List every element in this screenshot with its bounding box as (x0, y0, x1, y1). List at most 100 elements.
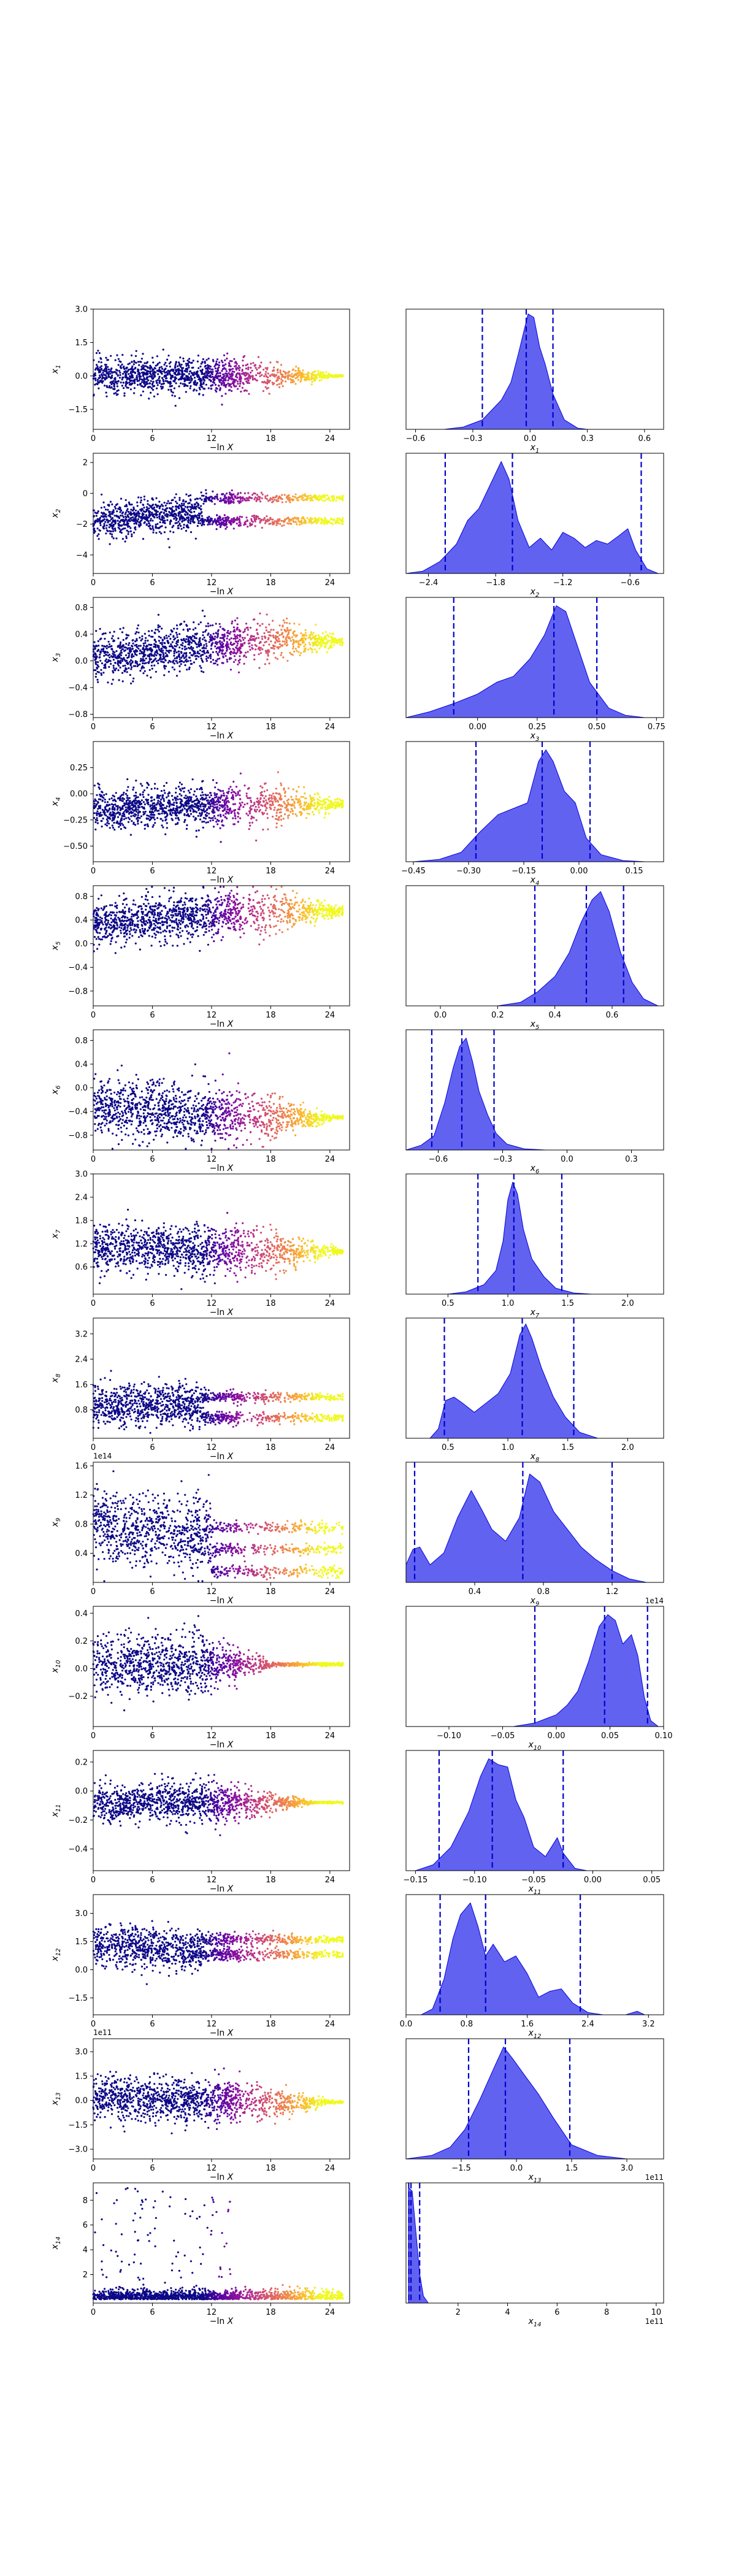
trace-point (342, 496, 343, 498)
trace-point (222, 377, 224, 378)
trace-point (197, 520, 199, 522)
trace-point (212, 642, 213, 644)
trace-point (156, 810, 158, 812)
trace-point (236, 374, 237, 376)
trace-point (159, 659, 161, 661)
trace-point (95, 663, 97, 665)
trace-point (215, 362, 217, 364)
trace-point (247, 526, 248, 527)
trace-point (188, 790, 190, 792)
trace-point (175, 500, 177, 502)
trace-point (198, 516, 200, 518)
trace-point (253, 365, 255, 367)
trace-point (134, 653, 136, 655)
trace-point (247, 629, 249, 631)
trace-point (237, 493, 239, 494)
trace-point (328, 377, 329, 378)
trace-point (188, 667, 190, 669)
trace-point (210, 624, 212, 626)
trace-point (212, 817, 213, 819)
trace-point (124, 665, 126, 667)
trace-point (337, 642, 339, 644)
trace-point (280, 369, 282, 371)
trace-point (190, 385, 191, 387)
trace-point (212, 491, 213, 493)
trace-point (243, 390, 245, 392)
trace-point (250, 372, 251, 374)
trace-point (297, 379, 299, 381)
trace-ytick-label-3-0: −0.8 (68, 710, 88, 719)
trace-point (309, 647, 311, 649)
trace-point (278, 640, 280, 642)
trace-point (337, 375, 339, 377)
trace-point (237, 640, 239, 642)
trace-point (183, 527, 185, 529)
trace-point (101, 494, 102, 496)
trace-point (138, 364, 140, 366)
trace-point (142, 364, 144, 366)
trace-point (93, 510, 95, 512)
trace-point (273, 523, 275, 524)
trace-point (104, 664, 106, 665)
trace-point (244, 493, 246, 494)
trace-point (104, 368, 106, 370)
trace-point (140, 516, 142, 518)
trace-point (317, 519, 319, 521)
trace-point (300, 652, 302, 654)
trace-point (153, 396, 155, 397)
trace-point (167, 642, 169, 643)
trace-point (226, 637, 228, 639)
trace-point (97, 521, 99, 523)
trace-point (228, 517, 229, 519)
trace-point (323, 803, 325, 805)
trace-point (312, 642, 313, 644)
trace-point (177, 521, 179, 523)
trace-point (155, 532, 157, 534)
trace-point (335, 375, 337, 377)
trace-point (314, 517, 316, 519)
trace-point (216, 515, 218, 516)
trace-point (290, 375, 292, 377)
trace-point (98, 672, 100, 673)
trace-xtick-label-4-4: 24 (325, 867, 335, 876)
trace-point (136, 378, 138, 380)
trace-point (192, 647, 194, 649)
trace-point (178, 633, 180, 635)
trace-point (148, 515, 150, 517)
trace-point (172, 510, 174, 512)
trace-point (163, 348, 164, 350)
trace-point (220, 643, 221, 645)
trace-point (313, 641, 315, 643)
trace-point (205, 493, 207, 494)
trace-point (323, 641, 324, 643)
trace-point (164, 531, 166, 533)
trace-point (102, 372, 104, 374)
trace-point (151, 375, 153, 377)
trace-point (178, 646, 180, 648)
trace-point (226, 358, 228, 359)
trace-point (151, 665, 153, 667)
trace-point (113, 667, 115, 669)
trace-point (287, 495, 289, 497)
trace-point (212, 359, 214, 361)
trace-point (261, 492, 263, 494)
trace-point (155, 671, 157, 673)
trace-point (237, 367, 239, 369)
trace-point (161, 643, 163, 645)
trace-point (240, 378, 242, 380)
trace-point (106, 651, 108, 653)
trace-point (192, 518, 194, 520)
trace-point (256, 499, 258, 500)
trace-point (237, 634, 239, 636)
trace-point (147, 640, 148, 642)
trace-point (123, 393, 125, 394)
trace-point (130, 388, 132, 390)
trace-point (188, 365, 190, 367)
trace-point (128, 373, 129, 375)
trace-point (196, 502, 197, 504)
trace-point (305, 817, 307, 819)
trace-point (318, 380, 320, 381)
trace-point (278, 386, 280, 388)
trace-point (314, 376, 316, 378)
trace-point (311, 651, 313, 653)
